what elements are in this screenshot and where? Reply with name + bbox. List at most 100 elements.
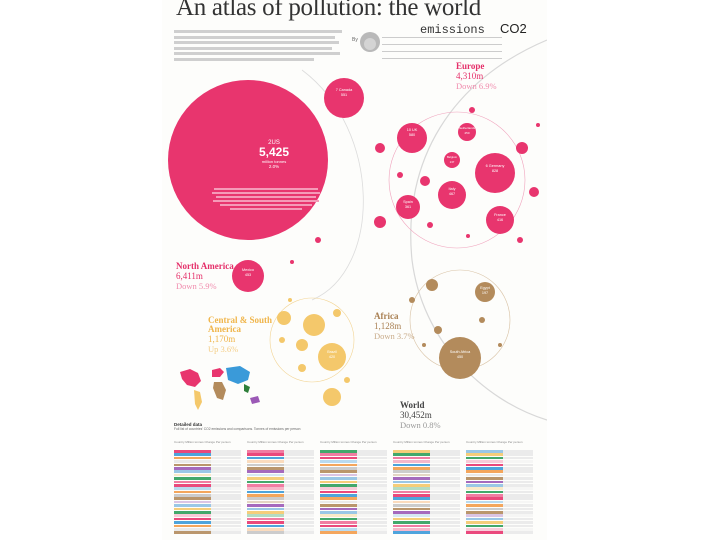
table-row <box>466 487 533 490</box>
table-row <box>247 456 314 460</box>
table-row <box>393 487 460 490</box>
eu-small-8 <box>397 172 403 178</box>
table-row <box>393 514 460 518</box>
table-row <box>320 460 387 463</box>
table-column: Country Million tonnes Change Per person <box>466 440 533 538</box>
table-column-header: Country Million tonnes Change Per person <box>174 440 231 444</box>
africa-bubble-2 <box>409 297 415 303</box>
table-row <box>174 500 241 504</box>
africa-bubble-5 <box>498 343 502 347</box>
eu-small-11 <box>536 123 540 127</box>
legend-circle-small <box>364 38 376 50</box>
table-row <box>247 460 314 463</box>
canada-bubble <box>324 78 364 118</box>
table-column-header: Country Million tonnes Change Per person <box>466 440 523 444</box>
eu-small-7 <box>469 107 475 113</box>
table-row <box>247 480 314 484</box>
table-row <box>320 456 387 460</box>
table-row <box>393 456 460 460</box>
table-row <box>174 453 241 456</box>
table-row <box>174 473 241 477</box>
table-row <box>466 527 533 531</box>
belgium-bubble <box>444 152 460 168</box>
table-row <box>247 521 314 524</box>
table-row <box>247 470 314 473</box>
africa-bubble-6 <box>422 343 426 347</box>
csa-bubble-2 <box>277 311 291 325</box>
intro-text-block <box>174 30 349 63</box>
africa-bubble-3 <box>434 326 442 334</box>
table-row <box>466 504 533 507</box>
table-row <box>393 497 460 501</box>
table-row <box>174 497 241 501</box>
table-row <box>320 487 387 490</box>
table-row <box>393 531 460 534</box>
table-row <box>320 477 387 480</box>
egypt-label: Egypt 197 <box>480 286 490 295</box>
south-africa-bubble <box>439 337 481 379</box>
table-row <box>320 511 387 514</box>
table-row <box>466 460 533 463</box>
table-row <box>174 511 241 514</box>
table-row <box>393 490 460 494</box>
table-column: Country Million tonnes Change Per person <box>174 440 241 538</box>
us-value: 5,425 <box>258 145 290 159</box>
table-row <box>466 494 533 497</box>
france-bubble <box>486 206 514 234</box>
table-row <box>247 517 314 521</box>
table-row <box>466 490 533 494</box>
detailed-data-intro: Detailed data Full list of countries' CO… <box>174 422 374 431</box>
table-row <box>320 507 387 511</box>
small-na-bubble-2 <box>290 260 294 264</box>
table-row <box>466 511 533 514</box>
table-row <box>466 524 533 528</box>
csa-bubble-5 <box>333 309 341 317</box>
title-suffix: emissions <box>420 23 485 37</box>
table-row <box>174 521 241 524</box>
table-row <box>247 483 314 487</box>
table-row <box>393 517 460 521</box>
us-unit: million tonnes <box>261 159 287 164</box>
table-row <box>393 507 460 511</box>
table-row <box>247 524 314 528</box>
africa-bubble-4 <box>479 317 485 323</box>
region-world: World 30,452m Down 0.8% <box>400 400 441 431</box>
table-row <box>320 490 387 494</box>
region-central-south-america: Central & South America 1,170m Up 3.6% <box>208 315 273 355</box>
eu-small-5 <box>529 187 539 197</box>
table-row <box>174 460 241 463</box>
table-row <box>466 470 533 473</box>
csa-bubble-1 <box>303 314 325 336</box>
table-row <box>247 514 314 518</box>
table-row <box>247 507 314 511</box>
table-row <box>393 494 460 497</box>
table-row <box>393 524 460 528</box>
table-row <box>393 463 460 467</box>
germany-label: 6 Germany 828 <box>485 164 505 173</box>
table-row <box>466 477 533 480</box>
netherlands-label: Netherlands 250 <box>458 126 476 135</box>
eu-small-4 <box>516 142 528 154</box>
page-title: An atlas of pollution: the world <box>176 0 481 21</box>
table-row <box>247 494 314 497</box>
table-row <box>320 494 387 497</box>
us-description-lines <box>210 186 322 212</box>
table-row <box>247 473 314 477</box>
table-row <box>174 487 241 490</box>
co2-label: CO2 <box>500 21 527 36</box>
table-row <box>320 527 387 531</box>
table-row <box>393 511 460 514</box>
netherlands-bubble <box>458 123 476 141</box>
uk-bubble <box>397 123 427 153</box>
table-row <box>174 507 241 511</box>
table-row <box>247 466 314 470</box>
south-africa-label: South Africa 450 <box>449 350 471 359</box>
table-row <box>174 531 241 534</box>
table-row <box>320 473 387 477</box>
table-column-header: Country Million tonnes Change Per person <box>247 440 304 444</box>
table-row <box>174 470 241 473</box>
table-row <box>320 524 387 528</box>
table-row <box>393 450 460 453</box>
table-row <box>320 480 387 484</box>
table-row <box>466 450 533 453</box>
